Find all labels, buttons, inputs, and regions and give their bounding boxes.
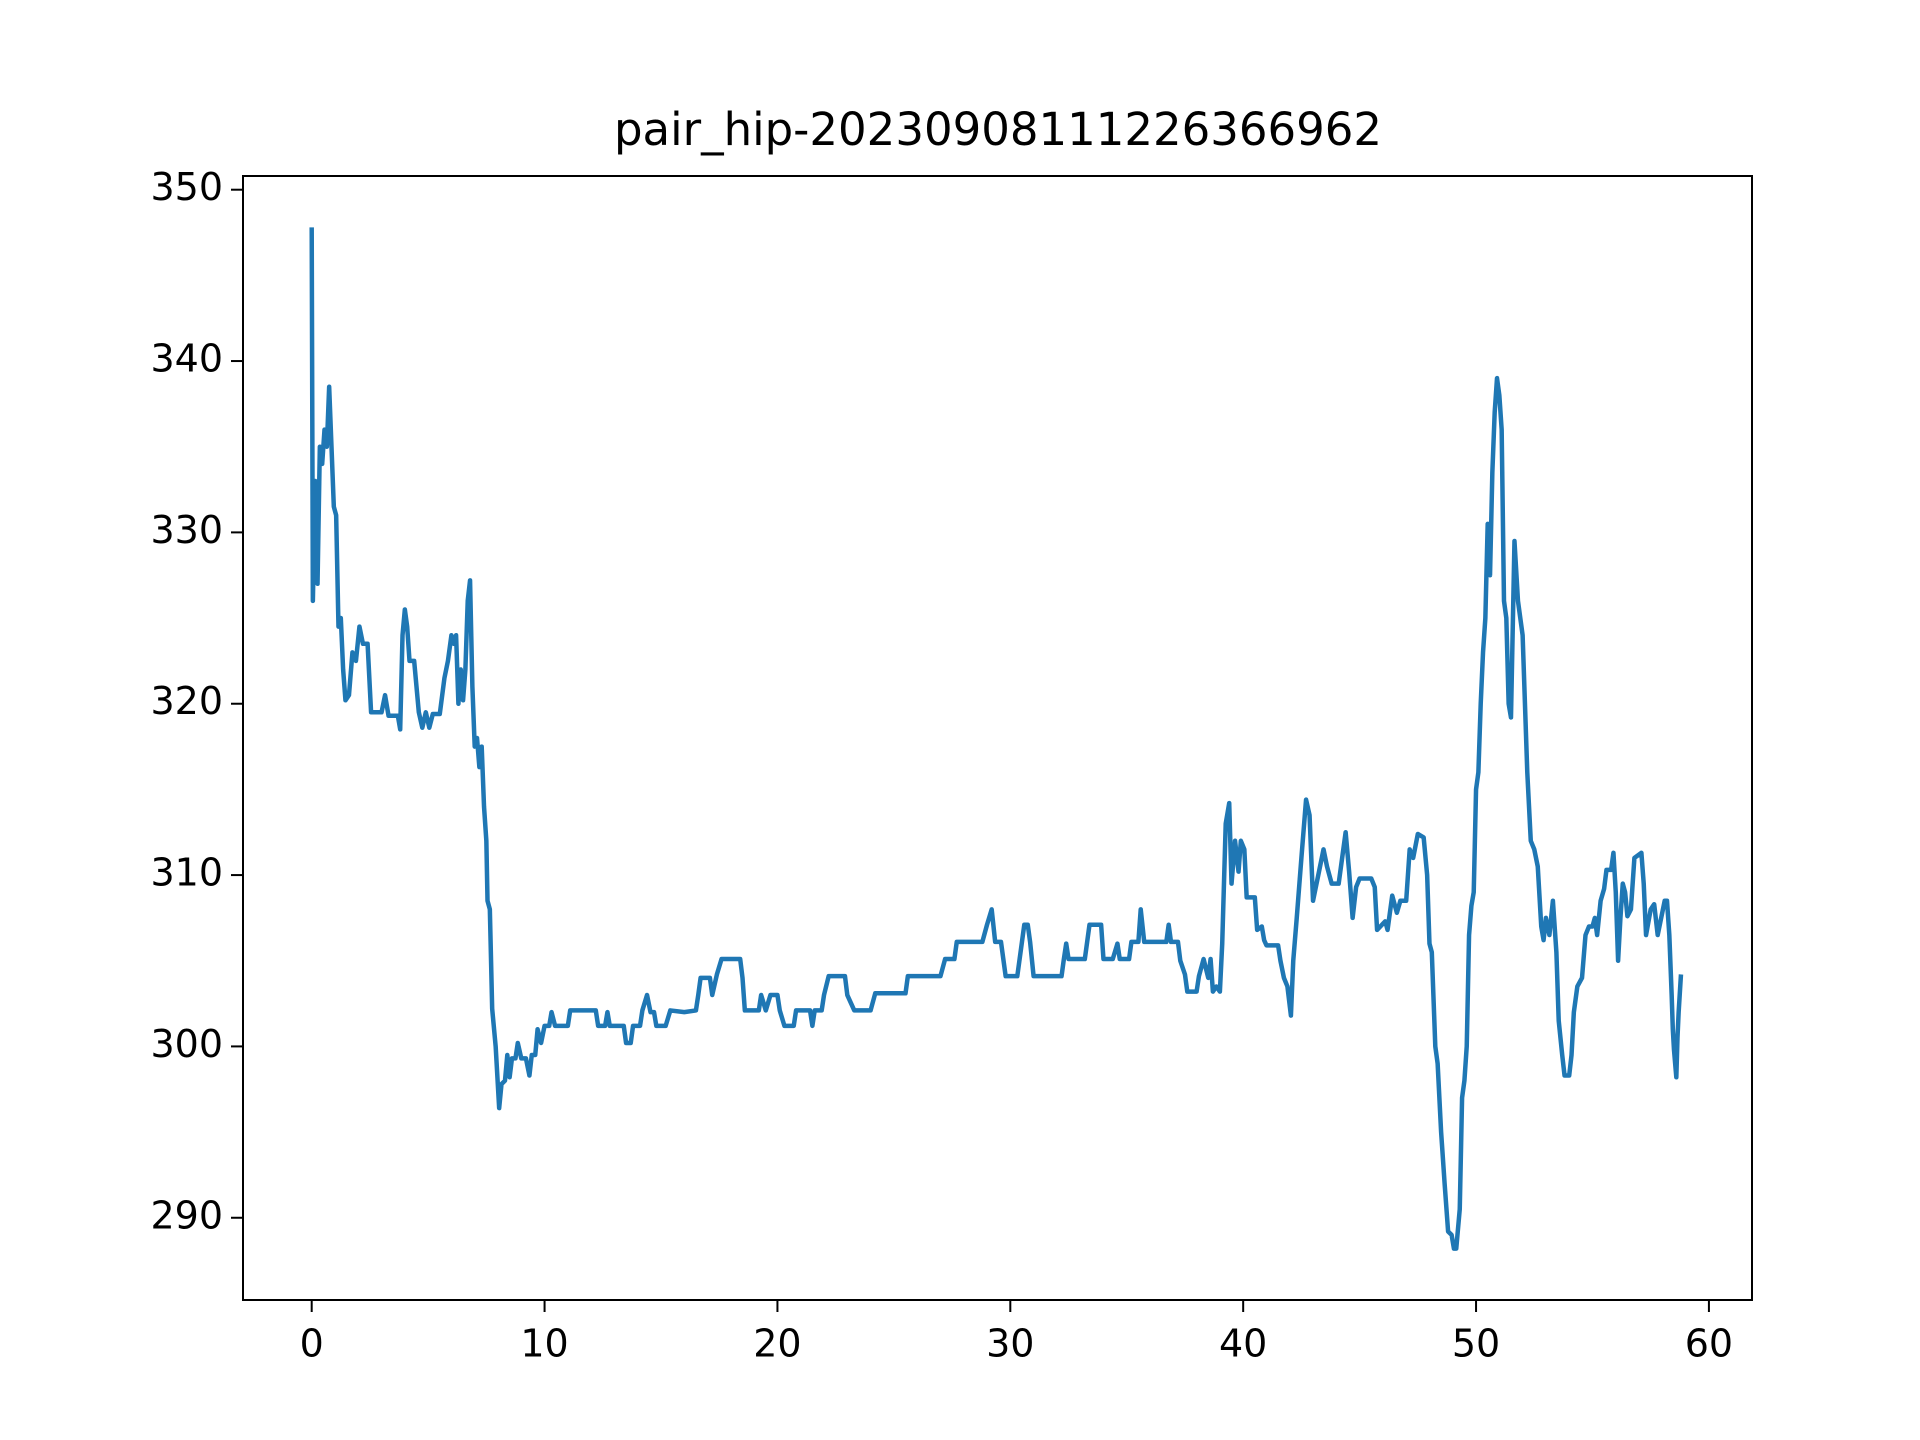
x-tick-label: 50 [1452, 1322, 1500, 1366]
data-line [309, 227, 1684, 1251]
x-tick-label: 40 [1219, 1322, 1267, 1366]
y-tick-label: 340 [150, 337, 223, 381]
y-tick-label: 300 [150, 1022, 223, 1066]
x-tick-label: 10 [520, 1322, 568, 1366]
y-tick-label: 290 [150, 1193, 223, 1237]
y-tick-label: 310 [150, 851, 223, 895]
y-tick-label: 320 [150, 679, 223, 723]
y-tick-label: 330 [150, 508, 223, 552]
plot-frame [242, 175, 1753, 1301]
y-tick-label: 350 [150, 165, 223, 209]
chart-title: pair_hip-20230908111226366962 [614, 103, 1382, 156]
x-tick-label: 60 [1685, 1322, 1733, 1366]
x-tick-label: 30 [986, 1322, 1034, 1366]
x-tick-label: 20 [753, 1322, 801, 1366]
x-tick-label: 0 [300, 1322, 324, 1366]
